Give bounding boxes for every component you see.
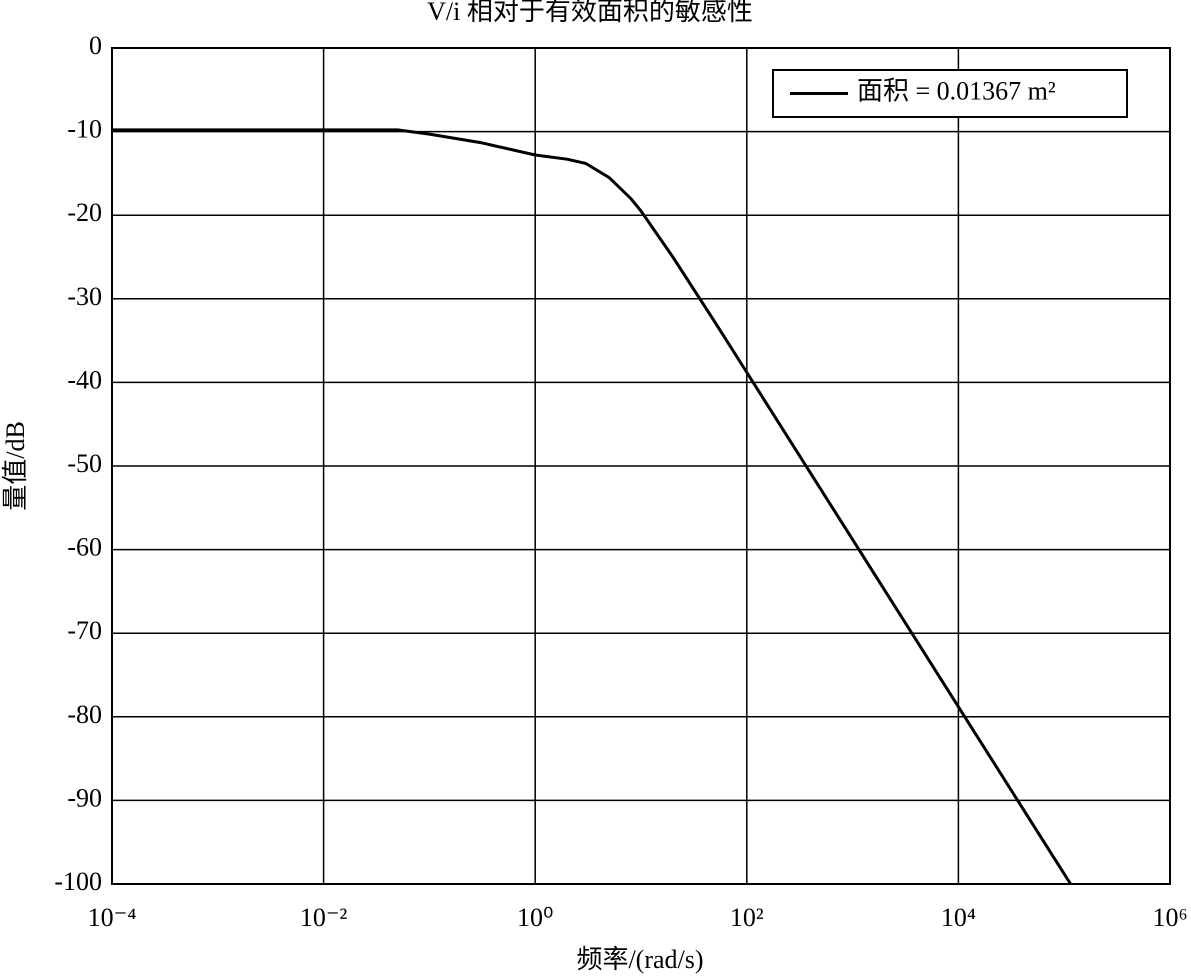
legend-label: 面积 = 0.01367 m²: [857, 76, 1056, 105]
x-tick-label: 10⁻²: [300, 903, 348, 932]
y-tick-label: -20: [67, 198, 102, 227]
y-tick-label: -100: [54, 867, 102, 896]
y-tick-label: -40: [67, 365, 102, 394]
plot-frame: [111, 47, 1171, 885]
x-tick-label: 10²: [730, 903, 764, 932]
x-tick-label: 10⁻⁴: [88, 903, 137, 932]
y-tick-label: -30: [67, 282, 102, 311]
y-axis-label: 量值/dB: [1, 421, 30, 511]
y-tick-label: -90: [67, 783, 102, 812]
x-tick-label: 10⁶: [1152, 903, 1187, 932]
y-tick-label: -50: [67, 449, 102, 478]
y-tick-label: -10: [67, 115, 102, 144]
chart-title: V/i 相对于有效面积的敏感性: [427, 0, 753, 26]
x-tick-label: 10⁰: [517, 903, 553, 932]
y-tick-label: -80: [67, 700, 102, 729]
y-tick-label: 0: [89, 31, 102, 60]
data-line: [112, 128, 1072, 885]
y-tick-label: -70: [67, 616, 102, 645]
x-tick-label: 10⁴: [941, 903, 976, 932]
y-tick-label: -60: [67, 533, 102, 562]
x-axis-label: 频率/(rad/s): [576, 945, 703, 974]
